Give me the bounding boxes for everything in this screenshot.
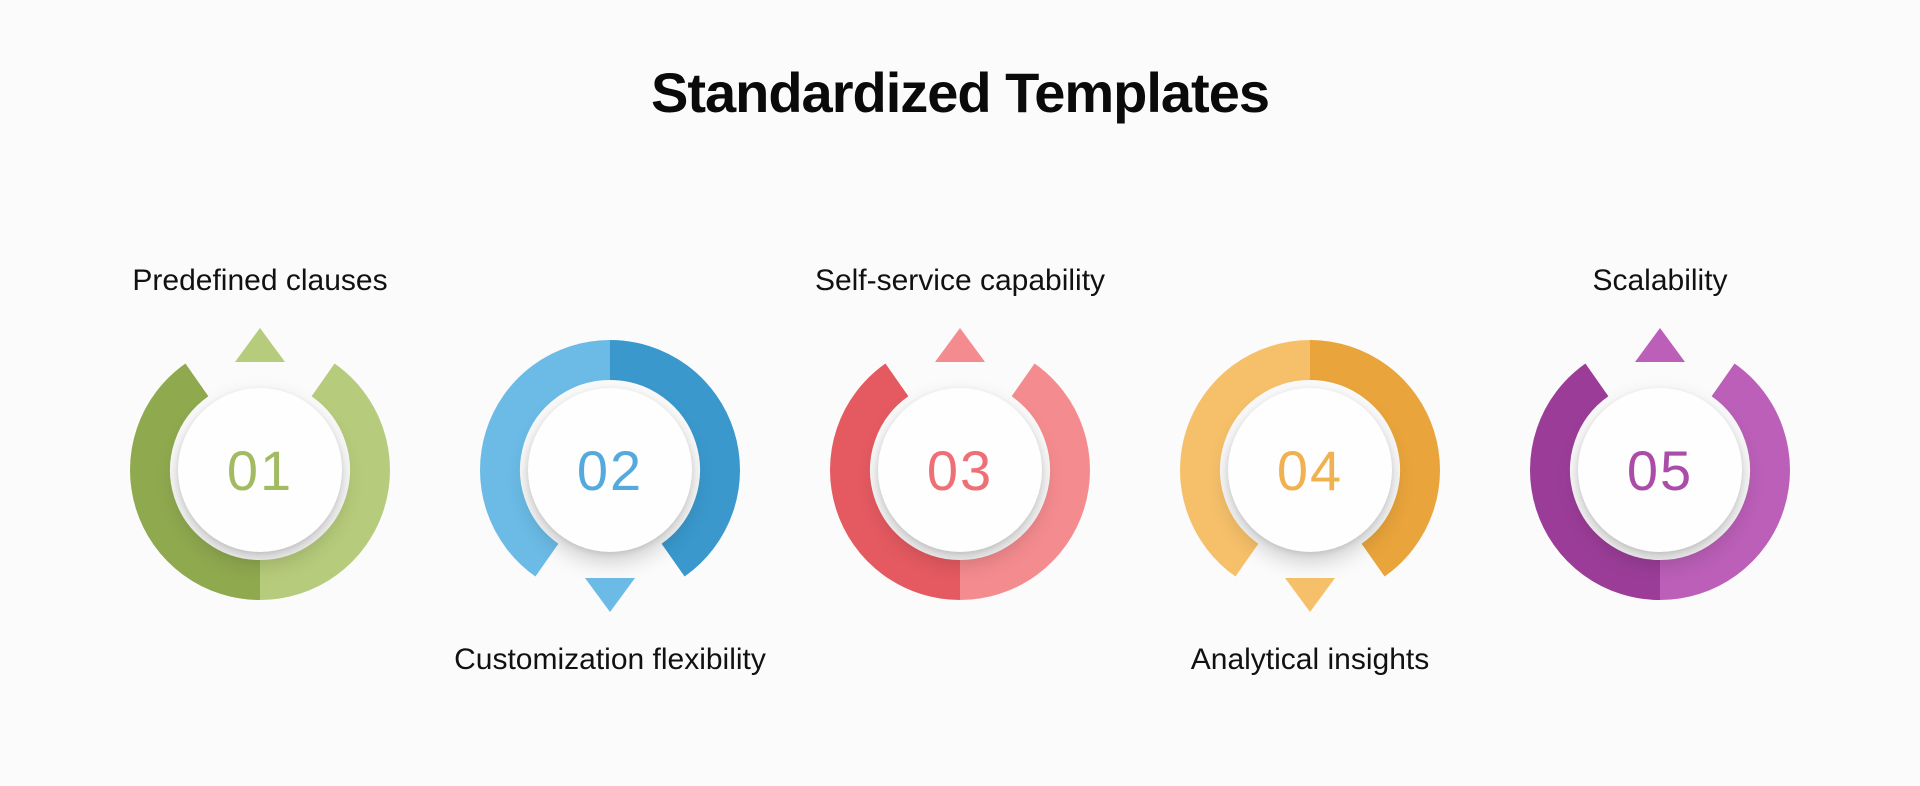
item-label: Customization flexibility <box>450 640 770 679</box>
infographic-item: 04Analytical insights <box>1180 340 1440 600</box>
pointer-icon <box>1285 578 1335 612</box>
pointer-icon <box>1635 328 1685 362</box>
inner-circle: 04 <box>1228 388 1392 552</box>
inner-circle: 01 <box>178 388 342 552</box>
inner-circle: 05 <box>1578 388 1742 552</box>
item-label: Analytical insights <box>1150 640 1470 679</box>
item-number: 04 <box>1277 438 1343 503</box>
infographic-item: 05Scalability <box>1530 340 1790 600</box>
pointer-icon <box>235 328 285 362</box>
item-number: 01 <box>227 438 293 503</box>
page-title: Standardized Templates <box>0 60 1920 125</box>
infographic-item: 02Customization flexibility <box>480 340 740 600</box>
item-label: Predefined clauses <box>100 261 420 300</box>
pointer-icon <box>935 328 985 362</box>
item-label: Self-service capability <box>800 261 1120 300</box>
infographic-item: 03Self-service capability <box>830 340 1090 600</box>
item-number: 03 <box>927 438 993 503</box>
inner-circle: 02 <box>528 388 692 552</box>
items-row: 01Predefined clauses 02Customization flex… <box>0 340 1920 600</box>
item-number: 02 <box>577 438 643 503</box>
pointer-icon <box>585 578 635 612</box>
item-number: 05 <box>1627 438 1693 503</box>
infographic-item: 01Predefined clauses <box>130 340 390 600</box>
inner-circle: 03 <box>878 388 1042 552</box>
item-label: Scalability <box>1500 261 1820 300</box>
